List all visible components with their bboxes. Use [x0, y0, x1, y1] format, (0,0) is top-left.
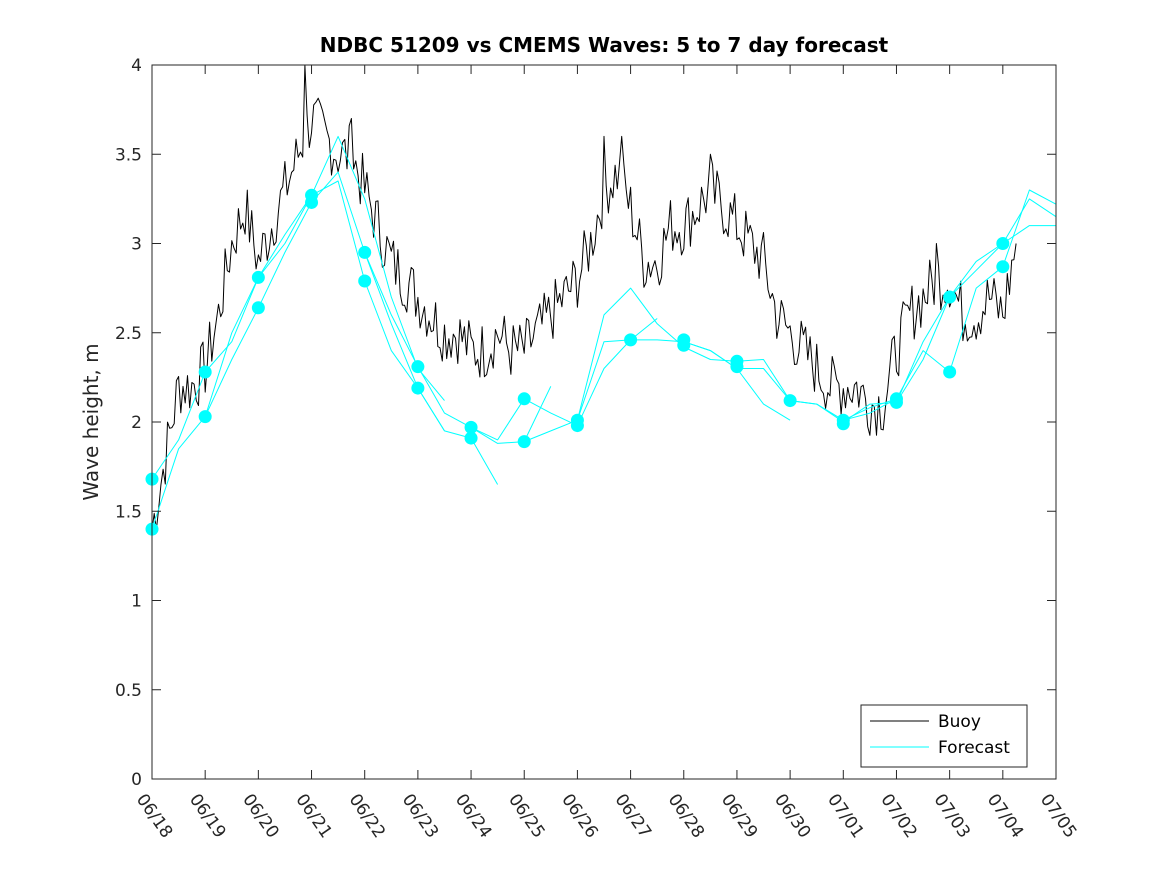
forecast-marker: [251, 301, 265, 315]
legend-forecast-label: Forecast: [938, 738, 1010, 758]
forecast-line: [683, 198, 1057, 423]
forecast-marker: [517, 392, 531, 406]
y-tick-label: 4: [131, 56, 142, 76]
forecast-marker: [570, 419, 584, 433]
buoy-line: [151, 64, 1017, 530]
forecast-marker: [943, 290, 957, 304]
forecast-marker: [198, 410, 212, 424]
forecast-marker: [411, 360, 425, 374]
y-tick-label: 0.5: [115, 681, 142, 701]
y-tick-label: 3: [131, 235, 142, 255]
forecast-marker: [943, 365, 957, 379]
y-tick-label: 2.5: [115, 324, 142, 344]
forecast-line: [470, 318, 658, 441]
legend: Buoy Forecast: [860, 704, 1028, 768]
forecast-marker: [677, 338, 691, 352]
chart-title: NDBC 51209 vs CMEMS Waves: 5 to 7 day fo…: [320, 33, 889, 57]
forecast-line: [151, 171, 445, 530]
y-tick-label: 0: [131, 770, 142, 790]
forecast-line: [896, 225, 1056, 403]
forecast-marker: [996, 237, 1010, 250]
forecast-marker: [996, 260, 1010, 274]
forecast-marker: [464, 431, 478, 445]
forecast-line: [524, 339, 791, 443]
forecast-marker: [358, 245, 372, 259]
y-axis-label: Wave height, m: [79, 343, 103, 500]
legend-buoy-label: Buoy: [938, 712, 981, 732]
forecast-marker: [198, 365, 212, 379]
forecast-marker: [783, 394, 797, 408]
forecast-marker: [251, 270, 265, 284]
y-tick-label: 1.5: [115, 502, 142, 522]
forecast-marker: [624, 333, 638, 347]
forecast-marker: [836, 417, 850, 431]
y-tick-label: 3.5: [115, 145, 142, 165]
y-tick-label: 1: [131, 592, 142, 612]
legend-box: [860, 704, 1028, 768]
forecast-marker: [889, 395, 903, 409]
forecast-marker: [730, 360, 744, 374]
plot-area: [152, 65, 1056, 779]
forecast-marker: [305, 195, 319, 209]
marker-layer: [145, 188, 1010, 536]
forecast-marker: [464, 420, 478, 434]
forecast-marker: [358, 274, 372, 288]
forecast-line: [204, 180, 499, 485]
forecast-marker: [411, 381, 425, 395]
forecast-marker: [517, 435, 531, 449]
y-tick-label: 2: [131, 413, 142, 433]
forecast-line: [151, 135, 445, 480]
